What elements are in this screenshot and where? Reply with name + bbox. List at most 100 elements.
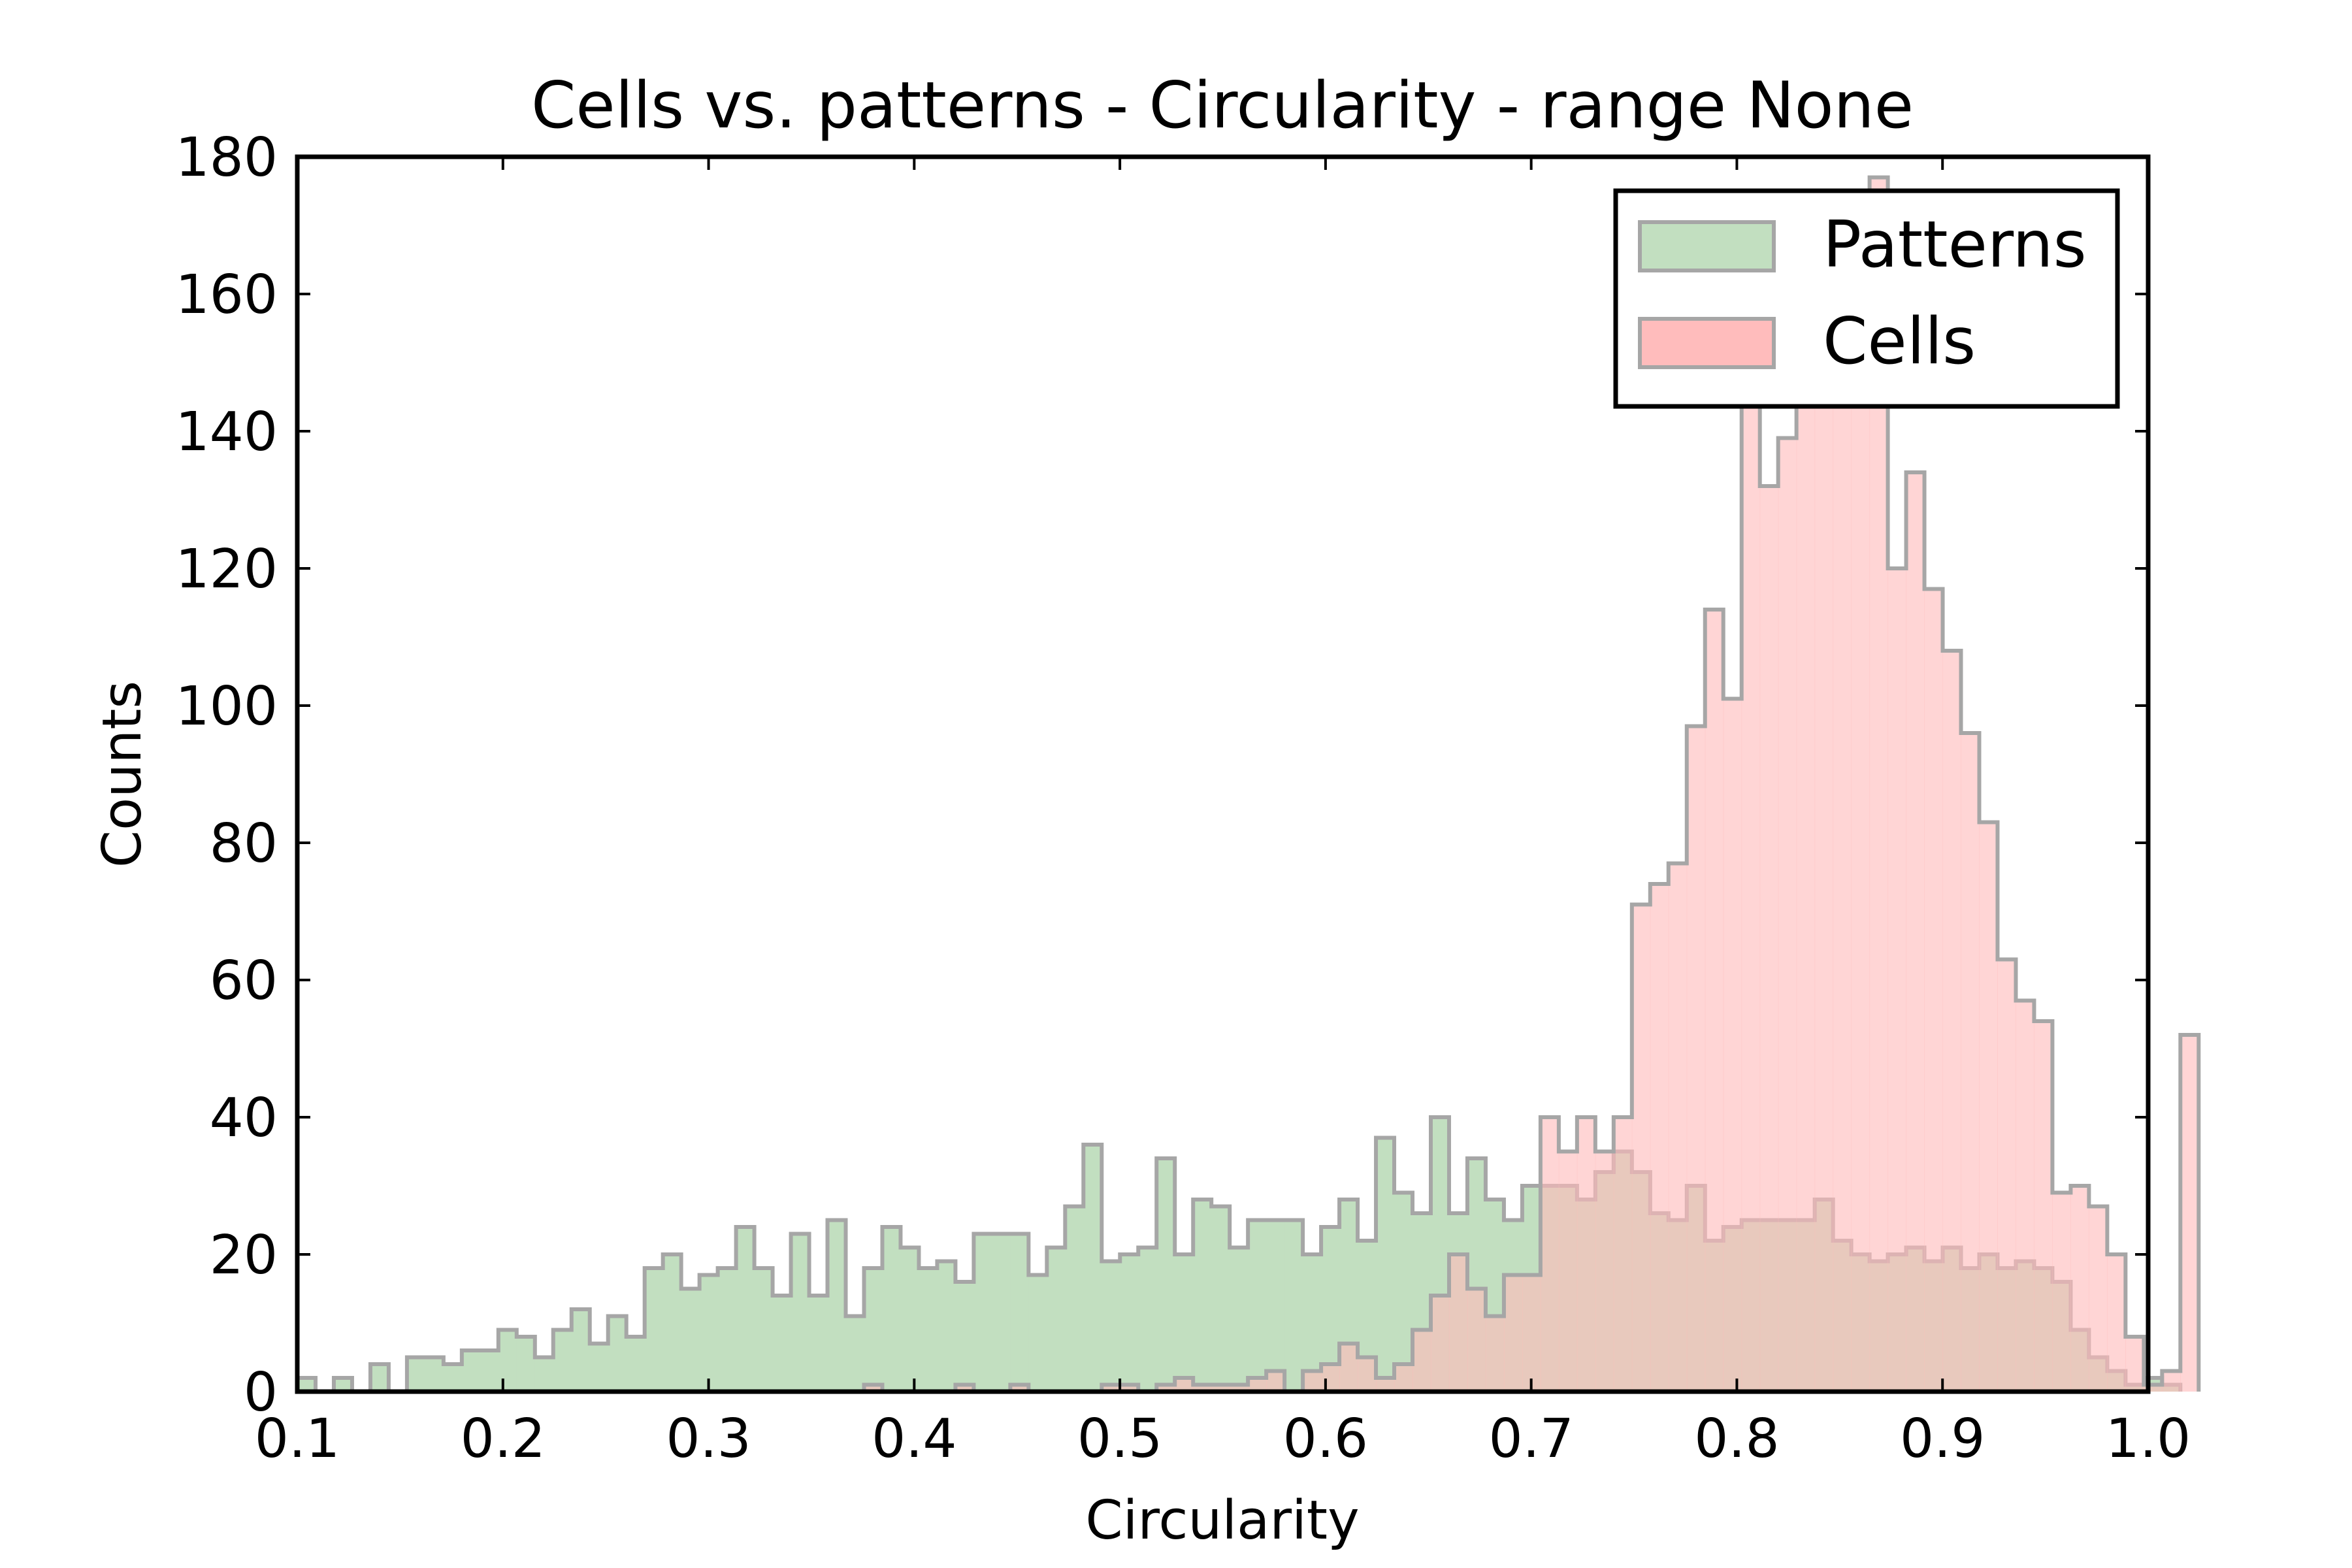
bar-cells bbox=[864, 1384, 883, 1392]
bar-patterns bbox=[589, 1343, 609, 1392]
bar-cells bbox=[1814, 328, 1834, 1392]
bar-patterns bbox=[827, 1220, 847, 1392]
series-cells bbox=[297, 175, 2201, 1394]
bar-patterns bbox=[992, 1233, 1011, 1392]
bar-cells bbox=[2034, 1021, 2053, 1392]
bar-cells bbox=[1851, 308, 1870, 1392]
bar-patterns bbox=[406, 1357, 426, 1392]
bar-patterns bbox=[644, 1268, 664, 1392]
bar-cells bbox=[1613, 1117, 1633, 1392]
legend-swatch-patterns bbox=[1638, 220, 1776, 272]
y-tick-label: 40 bbox=[210, 1087, 278, 1149]
bar-patterns bbox=[662, 1254, 682, 1392]
bar-cells bbox=[1759, 486, 1779, 1392]
bar-cells bbox=[1887, 568, 1907, 1392]
bar-cells bbox=[1522, 1275, 1541, 1392]
bar-patterns bbox=[900, 1247, 919, 1392]
y-tick-label: 100 bbox=[175, 676, 278, 738]
bar-patterns bbox=[772, 1296, 792, 1392]
bar-patterns bbox=[1102, 1261, 1120, 1392]
y-axis-title: Counts bbox=[91, 681, 154, 868]
x-tick-label: 0.8 bbox=[1694, 1408, 1779, 1470]
bar-cells bbox=[1558, 1151, 1578, 1392]
x-tick-label: 0.6 bbox=[1283, 1408, 1368, 1470]
bar-patterns bbox=[443, 1364, 463, 1392]
bar-cells bbox=[1120, 1384, 1139, 1392]
bar-cells bbox=[1741, 335, 1761, 1392]
bar-patterns bbox=[955, 1282, 974, 1392]
bar-patterns bbox=[534, 1357, 554, 1392]
bar-cells bbox=[2144, 1384, 2163, 1392]
bar-patterns bbox=[370, 1364, 389, 1392]
bar-patterns bbox=[1193, 1200, 1212, 1392]
bars-layer bbox=[295, 175, 2201, 1394]
bar-cells bbox=[1358, 1357, 1377, 1392]
bar-patterns bbox=[480, 1350, 499, 1392]
bar-patterns bbox=[553, 1330, 572, 1392]
bar-cells bbox=[1193, 1384, 1212, 1392]
bar-cells bbox=[1485, 1316, 1505, 1392]
bar-cells bbox=[1010, 1384, 1029, 1392]
bar-patterns bbox=[937, 1261, 956, 1392]
bar-cells bbox=[1503, 1275, 1523, 1392]
bar-patterns bbox=[1230, 1247, 1249, 1392]
bar-patterns bbox=[1394, 1192, 1413, 1392]
bar-cells bbox=[1686, 726, 1706, 1392]
bar-patterns bbox=[1303, 1254, 1322, 1392]
x-tick-label: 0.7 bbox=[1488, 1408, 1573, 1470]
x-tick-label: 0.4 bbox=[872, 1408, 956, 1470]
bar-patterns bbox=[681, 1288, 700, 1392]
bar-cells bbox=[1230, 1384, 1249, 1392]
bar-patterns bbox=[882, 1227, 901, 1392]
bar-patterns bbox=[1028, 1275, 1047, 1392]
bar-cells bbox=[2016, 1000, 2034, 1392]
bar-patterns bbox=[571, 1309, 591, 1392]
x-tick-label: 0.1 bbox=[255, 1408, 340, 1470]
bar-patterns bbox=[1376, 1137, 1395, 1392]
bar-cells bbox=[1394, 1364, 1413, 1392]
bar-cells bbox=[2107, 1254, 2126, 1392]
bar-cells bbox=[1906, 472, 1925, 1392]
bar-cells bbox=[1211, 1384, 1230, 1392]
bar-cells bbox=[1924, 589, 1944, 1392]
y-tick-label: 80 bbox=[210, 813, 278, 875]
bar-patterns bbox=[1175, 1254, 1194, 1392]
bar-cells bbox=[1576, 1117, 1596, 1392]
bar-patterns bbox=[498, 1330, 517, 1392]
bar-cells bbox=[1266, 1371, 1285, 1392]
bar-cells bbox=[1668, 863, 1688, 1392]
bar-cells bbox=[1942, 651, 1962, 1392]
bar-cells bbox=[1778, 438, 1797, 1392]
bar-patterns bbox=[1120, 1254, 1139, 1392]
bar-patterns bbox=[809, 1296, 828, 1392]
bar-cells bbox=[1833, 273, 1852, 1392]
bar-patterns bbox=[791, 1233, 810, 1392]
bar-cells bbox=[1413, 1330, 1431, 1392]
bar-patterns bbox=[973, 1233, 992, 1392]
x-tick-label: 0.9 bbox=[1900, 1408, 1985, 1470]
x-axis-title: Circularity bbox=[1085, 1490, 1359, 1552]
bar-cells bbox=[1321, 1364, 1340, 1392]
bar-cells bbox=[1997, 959, 2016, 1392]
y-tick-label: 120 bbox=[175, 538, 278, 600]
bar-patterns bbox=[1284, 1220, 1303, 1392]
y-tick-label: 140 bbox=[175, 401, 278, 463]
bar-patterns bbox=[1248, 1220, 1267, 1392]
bar-patterns bbox=[516, 1337, 536, 1392]
bar-cells bbox=[1156, 1384, 1175, 1392]
y-tick-label: 60 bbox=[210, 950, 278, 1012]
legend-label-cells: Cells bbox=[1823, 304, 1976, 379]
bar-cells bbox=[1467, 1288, 1486, 1392]
bar-cells bbox=[1376, 1378, 1395, 1392]
bar-patterns bbox=[1266, 1220, 1285, 1392]
legend-label-patterns: Patterns bbox=[1823, 208, 2087, 282]
bar-cells bbox=[1979, 822, 1998, 1392]
bar-cells bbox=[1102, 1384, 1120, 1392]
x-tick-label: 0.2 bbox=[461, 1408, 546, 1470]
bar-patterns bbox=[1047, 1247, 1066, 1392]
bar-patterns bbox=[699, 1275, 719, 1392]
bar-patterns bbox=[736, 1227, 755, 1392]
y-tick-label: 160 bbox=[175, 264, 278, 326]
